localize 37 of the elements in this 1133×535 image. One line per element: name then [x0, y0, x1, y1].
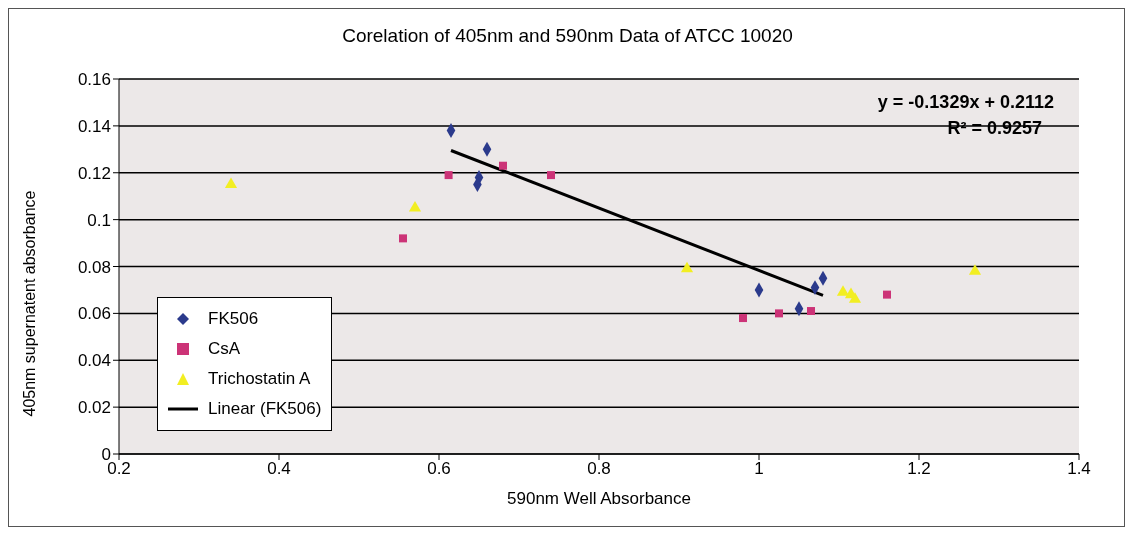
legend-label: CsA [208, 339, 241, 359]
chart-title: Corelation of 405nm and 590nm Data of ATCC 10020 [341, 25, 794, 47]
y-tick-label: 0.04 [77, 351, 111, 371]
point [547, 171, 555, 180]
y-tick-label: 0.08 [77, 257, 111, 277]
x-axis-title: 590nm Well Absorbance [507, 489, 691, 508]
x-tick-label: 1 [754, 459, 764, 479]
point [968, 264, 982, 275]
y-tick-label: 0.02 [77, 398, 111, 418]
legend-label: Trichostatin A [208, 369, 311, 389]
point [775, 309, 783, 318]
point [680, 261, 694, 273]
point [224, 177, 238, 188]
y-tick-label: 0.14 [77, 116, 111, 136]
y-tick-label: 0.06 [77, 304, 111, 324]
x-tick-label: 0.4 [267, 459, 291, 479]
point [499, 161, 507, 170]
x-tick-label: 0.6 [427, 459, 451, 479]
x-tick-label: 0.8 [587, 459, 611, 479]
point [807, 307, 815, 316]
point [836, 285, 850, 296]
point [739, 314, 747, 323]
y-tick-label: 0.16 [77, 70, 111, 90]
x-tick-label: 1.4 [1067, 459, 1091, 479]
point [399, 234, 407, 243]
legend-label: Linear (FK506) [208, 399, 322, 419]
y-axis-title: 405nm supernatent absorbance [20, 190, 38, 417]
point [883, 290, 891, 299]
x-tick-label: 1.2 [907, 459, 931, 479]
legend-label: FK506 [208, 309, 259, 329]
x-tick-label: 0.2 [107, 459, 131, 479]
point [408, 200, 422, 212]
point [848, 292, 862, 303]
y-tick-label: 0.12 [77, 163, 111, 183]
point [444, 171, 453, 180]
annotation: y = -0.1329x + 0.2112 [877, 91, 1054, 114]
y-tick-label: 0.1 [87, 210, 111, 230]
